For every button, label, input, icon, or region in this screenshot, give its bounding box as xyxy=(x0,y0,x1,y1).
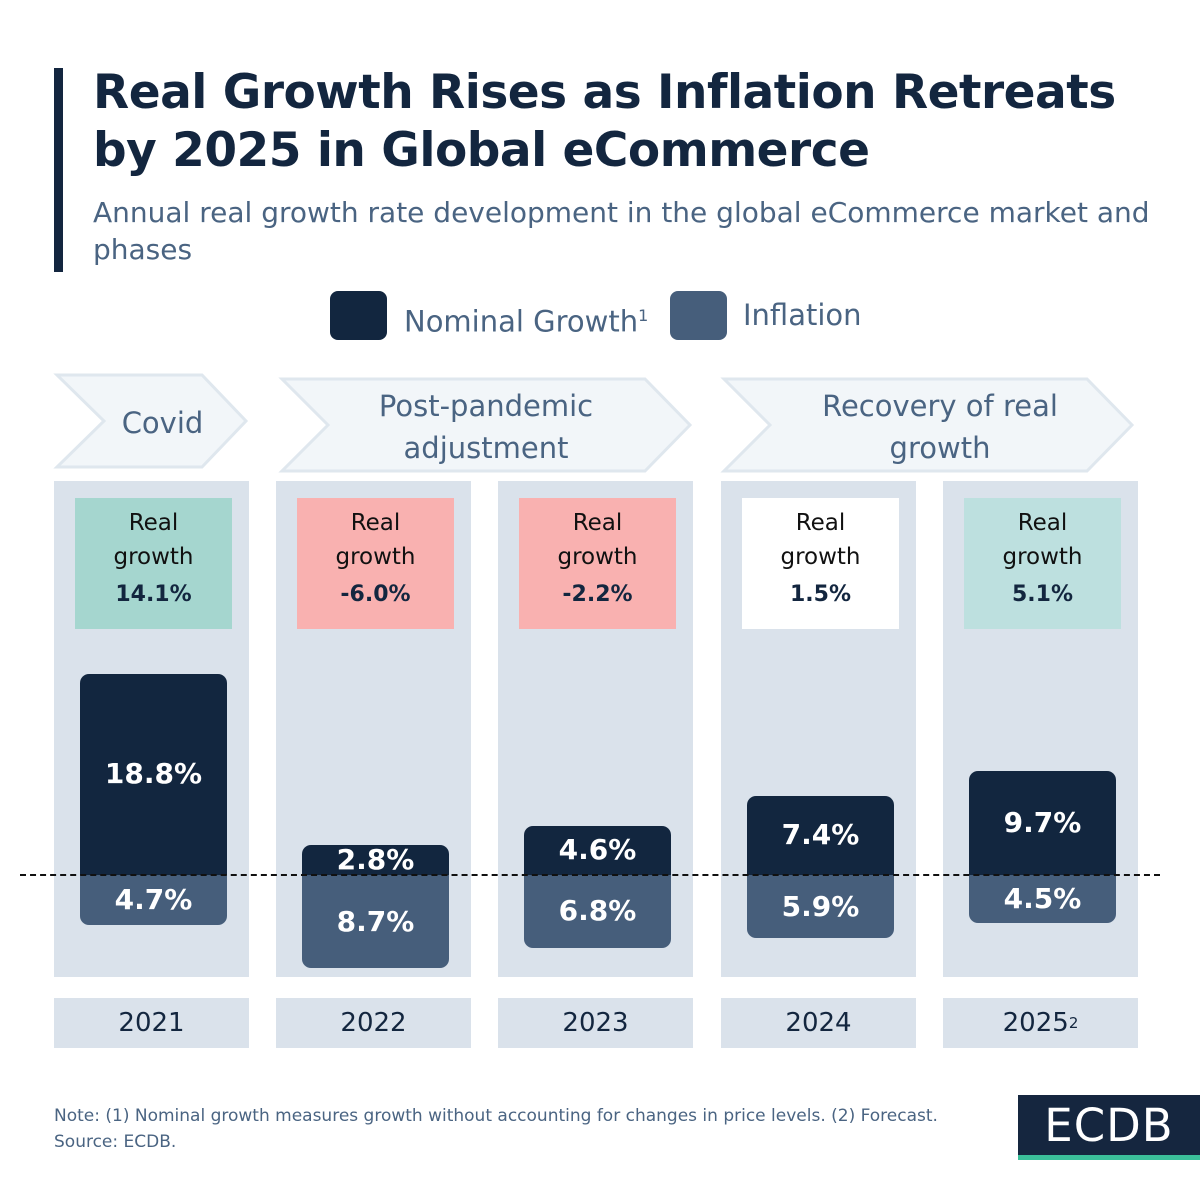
legend-label-nominal: Nominal Growth1 xyxy=(404,304,649,339)
phase-chevron-recovery xyxy=(720,377,1135,473)
real-growth-box: Real growth -6.0% xyxy=(297,498,454,629)
real-growth-label: Real growth xyxy=(557,510,638,570)
title-accent-bar xyxy=(54,68,63,272)
x-tick-label: 2023 xyxy=(498,998,693,1048)
x-tick-label: 2024 xyxy=(721,998,916,1048)
bar-label-inflation: 5.9% xyxy=(781,889,860,923)
phase-label-covid: Covid xyxy=(121,406,204,440)
real-growth-label: Real growth xyxy=(1002,510,1083,570)
bar-nominal xyxy=(747,795,894,875)
bar-label-inflation: 4.7% xyxy=(114,883,193,917)
x-tick-label: 2022 xyxy=(276,998,471,1048)
year-text: 2021 xyxy=(118,1008,185,1038)
year-text: 2025 xyxy=(1002,1008,1069,1038)
bar-inflation xyxy=(302,875,449,969)
year-text: 2022 xyxy=(340,1008,407,1038)
footnote: Note: (1) Nominal growth measures growth… xyxy=(54,1103,938,1155)
bar-nominal xyxy=(969,771,1116,875)
real-growth-box: Real growth 5.1% xyxy=(964,498,1121,629)
bar-nominal xyxy=(80,673,227,875)
bar-label-nominal: 9.7% xyxy=(1003,806,1082,840)
real-growth-label: Real growth xyxy=(335,510,416,570)
year-footnote-mark: 2 xyxy=(1068,1014,1079,1032)
bar-inflation xyxy=(747,875,894,939)
phase-chevron-post-pandemic xyxy=(278,377,693,473)
bar-inflation xyxy=(969,875,1116,924)
bar-inflation xyxy=(524,875,671,948)
real-growth-box: Real growth 1.5% xyxy=(742,498,899,629)
real-growth-value: 1.5% xyxy=(789,582,851,607)
bar-inflation xyxy=(80,875,227,926)
legend-swatch-nominal xyxy=(330,291,387,340)
chart-title: Real Growth Rises as Inflation Retreats … xyxy=(93,65,1116,178)
x-tick-label: 2021 xyxy=(54,998,249,1048)
real-growth-value: 5.1% xyxy=(1011,582,1073,607)
real-growth-value: -6.0% xyxy=(340,582,411,607)
real-growth-value: 14.1% xyxy=(115,582,192,607)
legend-label-inflation: Inflation xyxy=(743,298,862,332)
bar-nominal xyxy=(302,845,449,875)
year-text: 2023 xyxy=(562,1008,629,1038)
note-text: Note: (1) Nominal growth measures growth… xyxy=(54,1106,938,1126)
real-growth-label: Real growth xyxy=(113,510,194,570)
phase-label-post-pandemic: Post-pandemic adjustment xyxy=(378,389,594,465)
zero-baseline xyxy=(20,874,1160,876)
legend-swatch-inflation xyxy=(670,291,727,340)
bar-label-inflation: 6.8% xyxy=(558,894,637,928)
ecdb-logo: ECDB xyxy=(1018,1095,1200,1160)
bar-label-inflation: 4.5% xyxy=(1003,882,1082,916)
real-growth-label: Real growth xyxy=(780,510,861,570)
phase-label-recovery: Recovery of real growth xyxy=(822,389,1058,465)
chart-subtitle: Annual real growth rate development in t… xyxy=(93,196,1150,266)
bar-label-nominal: 4.6% xyxy=(558,833,637,867)
real-growth-box: Real growth 14.1% xyxy=(75,498,232,629)
real-growth-value: -2.2% xyxy=(562,582,633,607)
phase-chevrons xyxy=(53,373,1135,473)
phase-chevron-covid xyxy=(53,373,249,469)
bar-label-nominal: 18.8% xyxy=(104,757,203,791)
source-text: Source: ECDB. xyxy=(54,1132,177,1152)
real-growth-box: Real growth -2.2% xyxy=(519,498,676,629)
bar-label-inflation: 8.7% xyxy=(336,904,415,938)
year-text: 2024 xyxy=(785,1008,852,1038)
x-tick-label: 2025 2 xyxy=(943,998,1138,1048)
bar-label-nominal: 7.4% xyxy=(781,818,860,852)
bar-nominal xyxy=(524,825,671,875)
bar-label-nominal: 2.8% xyxy=(336,843,415,876)
